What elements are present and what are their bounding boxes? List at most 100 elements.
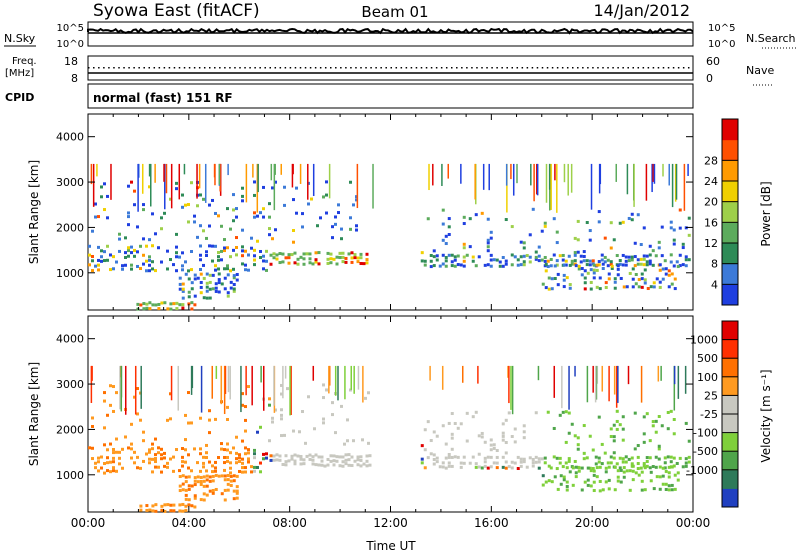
echo-streak xyxy=(687,163,689,176)
nave-dot xyxy=(546,67,549,69)
echo-cell xyxy=(154,503,158,507)
echo-cell xyxy=(142,307,146,311)
echo-cell xyxy=(187,475,191,479)
echo-cell xyxy=(355,195,358,199)
echo-cell xyxy=(576,238,580,242)
echo-cell xyxy=(672,264,676,268)
echo-cell xyxy=(349,216,352,220)
echo-cell xyxy=(232,289,236,293)
echo-cell xyxy=(537,245,541,249)
echo-cell xyxy=(112,385,115,389)
echo-cell xyxy=(687,455,691,459)
echo-cell xyxy=(585,263,589,267)
echo-cell xyxy=(615,409,619,413)
echo-cell xyxy=(178,469,181,473)
echo-cell xyxy=(350,455,354,459)
echo-cell xyxy=(627,255,631,259)
echo-cell xyxy=(359,458,363,462)
echo-cell xyxy=(148,450,151,454)
echo-cell xyxy=(235,496,239,500)
echo-cell xyxy=(468,245,472,249)
echo-cell xyxy=(631,464,635,468)
echo-cell xyxy=(672,242,676,246)
echo-cell xyxy=(91,269,94,273)
colorbar-tick-label: 25 xyxy=(704,389,718,402)
echo-cell xyxy=(447,225,451,229)
echo-cell xyxy=(510,460,514,464)
echo-cell xyxy=(109,470,112,474)
echo-streak xyxy=(657,365,660,382)
echo-cell xyxy=(329,459,333,463)
colorbar-tick-label: -25 xyxy=(700,408,718,421)
echo-cell xyxy=(211,470,214,474)
echo-cell xyxy=(148,255,151,259)
echo-streak xyxy=(334,365,337,396)
echo-cell xyxy=(163,211,166,215)
echo-streak xyxy=(488,163,490,191)
echo-cell xyxy=(136,307,140,311)
echo-cell xyxy=(178,282,182,286)
echo-cell xyxy=(199,498,203,502)
echo-cell xyxy=(145,504,149,508)
echo-cell xyxy=(359,455,363,459)
echo-cell xyxy=(534,455,538,459)
echo-streak xyxy=(660,365,662,381)
echo-cell xyxy=(238,469,241,473)
echo-cell xyxy=(314,260,318,264)
echo-cell xyxy=(564,263,568,267)
echo-cell xyxy=(543,255,547,259)
echo-cell xyxy=(489,230,493,234)
echo-streak xyxy=(170,163,173,209)
echo-cell xyxy=(663,461,667,465)
echo-cell xyxy=(241,194,244,198)
nave-dot xyxy=(284,67,287,69)
echo-cell xyxy=(631,478,635,482)
echo-cell xyxy=(196,461,199,465)
echo-cell xyxy=(580,273,584,277)
power-colorbar-label: Power [dB] xyxy=(759,181,773,246)
power-scatter-layer xyxy=(88,163,691,311)
echo-cell xyxy=(501,465,505,469)
echo-cell xyxy=(148,263,151,267)
echo-cell xyxy=(612,451,616,455)
echo-cell xyxy=(232,193,235,197)
echo-cell xyxy=(643,278,647,282)
echo-streak xyxy=(218,163,221,185)
echo-streak xyxy=(645,163,648,201)
echo-cell xyxy=(646,287,650,291)
echo-streak xyxy=(536,163,539,196)
echo-cell xyxy=(546,265,550,269)
echo-cell xyxy=(130,442,133,446)
echo-cell xyxy=(555,241,559,245)
echo-cell xyxy=(311,458,315,462)
echo-cell xyxy=(585,259,589,263)
echo-cell xyxy=(670,488,674,492)
echo-cell xyxy=(178,509,182,513)
echo-cell xyxy=(453,455,457,459)
nave-dot xyxy=(148,67,150,69)
echo-cell xyxy=(325,211,328,215)
echo-streak xyxy=(633,163,635,207)
echo-streak xyxy=(615,163,617,182)
echo-cell xyxy=(326,251,330,255)
echo-cell xyxy=(232,276,236,280)
echo-streak xyxy=(245,163,248,203)
echo-cell xyxy=(567,431,571,435)
echo-cell xyxy=(217,474,221,478)
echo-cell xyxy=(307,202,310,206)
nave-dot xyxy=(390,67,392,69)
echo-cell xyxy=(112,469,115,473)
echo-cell xyxy=(356,458,360,462)
echo-cell xyxy=(226,273,230,277)
nave-dot xyxy=(435,67,438,69)
echo-cell xyxy=(214,244,217,248)
echo-cell xyxy=(220,447,223,451)
echo-cell xyxy=(654,430,658,434)
echo-cell xyxy=(325,193,328,197)
echo-cell xyxy=(492,446,496,450)
echo-cell xyxy=(151,470,154,474)
echo-cell xyxy=(299,462,303,466)
echo-cell xyxy=(559,474,563,478)
echo-cell xyxy=(368,463,372,467)
echo-cell xyxy=(208,203,211,207)
